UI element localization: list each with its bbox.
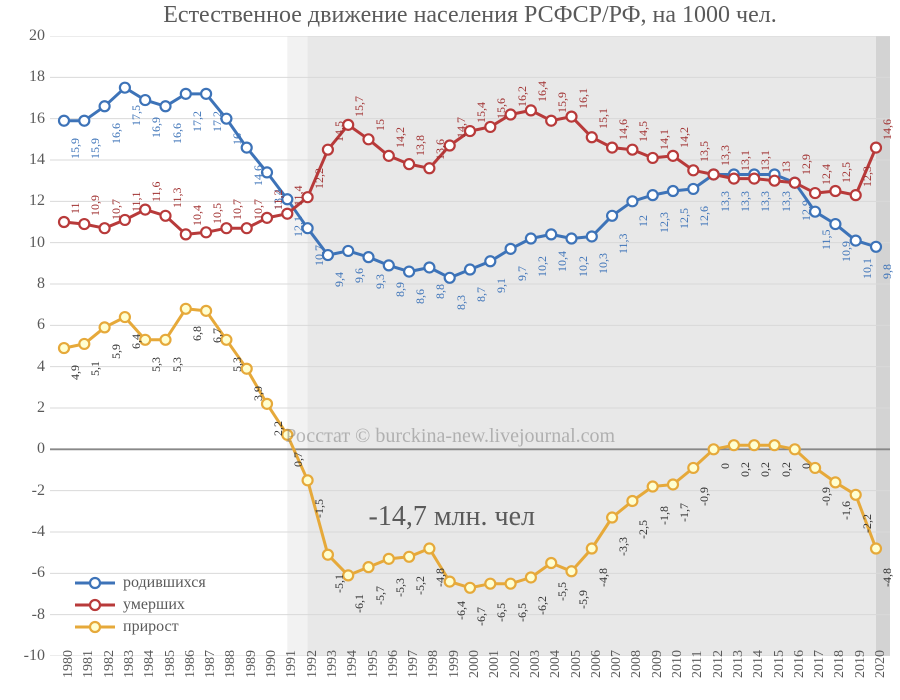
- y-tick-label: 12: [5, 192, 45, 210]
- x-tick-label: 2001: [487, 650, 503, 678]
- x-tick-label: 2015: [772, 650, 788, 678]
- y-tick-label: -6: [5, 564, 45, 582]
- x-tick-label: 2007: [609, 650, 625, 678]
- x-tick-label: 2008: [629, 650, 645, 678]
- legend: родившихся умерших прирост: [75, 570, 206, 640]
- y-tick-label: 14: [5, 151, 45, 169]
- x-tick-label: 2012: [711, 650, 727, 678]
- y-tick-label: -2: [5, 482, 45, 500]
- legend-item: прирост: [75, 618, 206, 636]
- x-tick-label: 2002: [508, 650, 524, 678]
- x-tick-label: 1997: [406, 650, 422, 678]
- x-tick-label: 1980: [61, 650, 77, 678]
- legend-item: умерших: [75, 596, 206, 614]
- x-tick-label: 1996: [386, 650, 402, 678]
- x-tick-label: 1989: [244, 650, 260, 678]
- x-tick-label: 1988: [223, 650, 239, 678]
- y-tick-label: 2: [5, 399, 45, 417]
- y-tick-label: -4: [5, 523, 45, 541]
- x-tick-label: 1987: [203, 650, 219, 678]
- x-tick-label: 2006: [589, 650, 605, 678]
- x-tick-label: 1991: [284, 650, 300, 678]
- y-tick-label: -10: [5, 647, 45, 665]
- x-tick-label: 1992: [305, 650, 321, 678]
- x-tick-label: 2004: [548, 650, 564, 678]
- y-tick-label: 4: [5, 358, 45, 376]
- x-tick-label: 1983: [122, 650, 138, 678]
- x-tick-label: 2003: [528, 650, 544, 678]
- x-tick-label: 2010: [670, 650, 686, 678]
- x-tick-label: 2017: [812, 650, 828, 678]
- x-tick-label: 1998: [426, 650, 442, 678]
- x-tick-label: 2005: [569, 650, 585, 678]
- x-tick-label: 2009: [650, 650, 666, 678]
- y-tick-label: 6: [5, 316, 45, 334]
- x-tick-label: 1982: [102, 650, 118, 678]
- x-tick-label: 2011: [690, 651, 706, 678]
- x-tick-label: 2013: [731, 650, 747, 678]
- x-tick-label: 2019: [853, 650, 869, 678]
- legend-label: родившихся: [123, 574, 206, 592]
- y-tick-label: -8: [5, 606, 45, 624]
- y-tick-label: 18: [5, 68, 45, 86]
- legend-label: прирост: [123, 618, 179, 636]
- plot-area: [50, 36, 890, 656]
- chart-svg: [50, 36, 890, 656]
- x-tick-label: 1984: [142, 650, 158, 678]
- x-tick-label: 2014: [751, 650, 767, 678]
- y-tick-label: 0: [5, 440, 45, 458]
- x-tick-label: 1981: [81, 650, 97, 678]
- x-tick-label: 1995: [366, 650, 382, 678]
- x-tick-label: 1999: [447, 650, 463, 678]
- x-tick-label: 1990: [264, 650, 280, 678]
- y-tick-label: 16: [5, 110, 45, 128]
- x-tick-label: 1993: [325, 650, 341, 678]
- legend-item: родившихся: [75, 574, 206, 592]
- chart-container: Естественное движение населения РСФСР/РФ…: [0, 0, 900, 700]
- x-tick-label: 1986: [183, 650, 199, 678]
- x-tick-label: 1994: [345, 650, 361, 678]
- x-tick-label: 2020: [873, 650, 889, 678]
- y-tick-label: 20: [5, 27, 45, 45]
- x-tick-label: 2000: [467, 650, 483, 678]
- x-tick-label: 2018: [832, 650, 848, 678]
- chart-title: Естественное движение населения РСФСР/РФ…: [50, 2, 890, 29]
- x-tick-label: 2016: [792, 650, 808, 678]
- x-tick-label: 1985: [163, 650, 179, 678]
- y-tick-label: 10: [5, 234, 45, 252]
- legend-label: умерших: [123, 596, 185, 614]
- y-tick-label: 8: [5, 275, 45, 293]
